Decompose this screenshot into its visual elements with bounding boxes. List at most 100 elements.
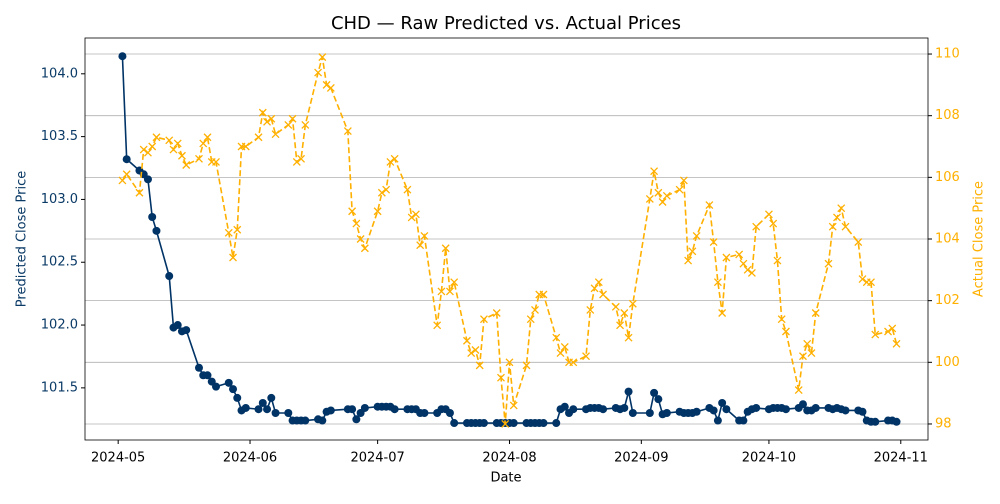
point xyxy=(645,408,654,417)
point xyxy=(390,154,399,163)
y2-tick-label: 110 xyxy=(935,47,960,62)
point xyxy=(254,405,263,414)
point xyxy=(611,302,620,311)
x-axis-label: Date xyxy=(490,471,521,486)
point xyxy=(616,321,625,330)
point xyxy=(212,382,221,391)
point xyxy=(662,408,671,417)
point xyxy=(326,83,335,92)
point xyxy=(735,250,744,259)
point xyxy=(314,68,323,77)
point xyxy=(599,405,608,414)
point xyxy=(390,405,399,414)
point xyxy=(841,406,850,415)
y-tick-label: 103.5 xyxy=(41,129,78,144)
point xyxy=(471,346,480,354)
point xyxy=(739,259,748,268)
point xyxy=(552,333,561,342)
point xyxy=(811,309,820,317)
point xyxy=(713,278,722,287)
point xyxy=(684,256,693,265)
y2-tick-label: 104 xyxy=(935,232,960,247)
point xyxy=(722,253,731,262)
point xyxy=(445,287,454,296)
point xyxy=(833,213,841,222)
point xyxy=(624,333,633,342)
point xyxy=(713,416,722,425)
point xyxy=(322,80,331,89)
point xyxy=(356,235,365,243)
point xyxy=(824,259,833,268)
point xyxy=(497,373,505,382)
point xyxy=(271,130,280,139)
point xyxy=(284,120,293,129)
point xyxy=(539,419,548,428)
x-tick-label: 2024-06 xyxy=(223,451,277,466)
point xyxy=(803,339,812,348)
point xyxy=(169,145,178,154)
point xyxy=(718,309,727,317)
series-line xyxy=(121,56,898,425)
point xyxy=(143,175,152,184)
point xyxy=(199,139,208,148)
point xyxy=(828,222,837,231)
point xyxy=(450,419,459,428)
point xyxy=(241,403,250,412)
point xyxy=(479,419,488,428)
point xyxy=(599,290,608,299)
y-tick-label: 102.5 xyxy=(41,255,78,270)
point xyxy=(679,176,688,185)
point xyxy=(781,405,790,414)
point xyxy=(752,403,761,412)
point xyxy=(467,349,476,358)
point xyxy=(263,405,272,414)
y-tick-label: 104.0 xyxy=(41,66,78,81)
x-tick-label: 2024-05 xyxy=(91,451,145,466)
point xyxy=(654,395,663,404)
point xyxy=(560,402,569,411)
point xyxy=(233,393,242,402)
point xyxy=(662,191,671,200)
point xyxy=(807,349,816,358)
point xyxy=(781,327,790,336)
point xyxy=(148,213,157,222)
point xyxy=(871,417,880,426)
point xyxy=(437,287,446,296)
point xyxy=(892,417,901,426)
point xyxy=(569,358,578,367)
y2-tick-label: 106 xyxy=(935,170,960,185)
point xyxy=(122,170,131,179)
point xyxy=(416,241,425,250)
point xyxy=(743,265,752,274)
point xyxy=(445,408,454,417)
point xyxy=(382,185,391,194)
point xyxy=(888,324,897,333)
point xyxy=(509,419,518,428)
point xyxy=(624,387,633,396)
point xyxy=(798,400,807,409)
point xyxy=(692,231,701,240)
point xyxy=(764,210,773,219)
point xyxy=(173,139,182,148)
point xyxy=(526,315,535,324)
point xyxy=(182,326,191,335)
point xyxy=(178,151,186,160)
point xyxy=(373,207,382,216)
point xyxy=(241,142,250,151)
point xyxy=(182,161,191,169)
point xyxy=(837,204,846,213)
point xyxy=(433,321,442,330)
point xyxy=(386,157,395,166)
point xyxy=(650,388,659,397)
point xyxy=(301,120,310,129)
point xyxy=(479,315,488,324)
point xyxy=(348,207,357,216)
point xyxy=(509,401,518,410)
point xyxy=(867,278,875,287)
point xyxy=(377,188,386,197)
point xyxy=(841,222,850,231)
point xyxy=(777,315,786,324)
point xyxy=(675,185,684,194)
point xyxy=(654,188,663,197)
y-tick-label: 103.0 xyxy=(41,192,78,207)
